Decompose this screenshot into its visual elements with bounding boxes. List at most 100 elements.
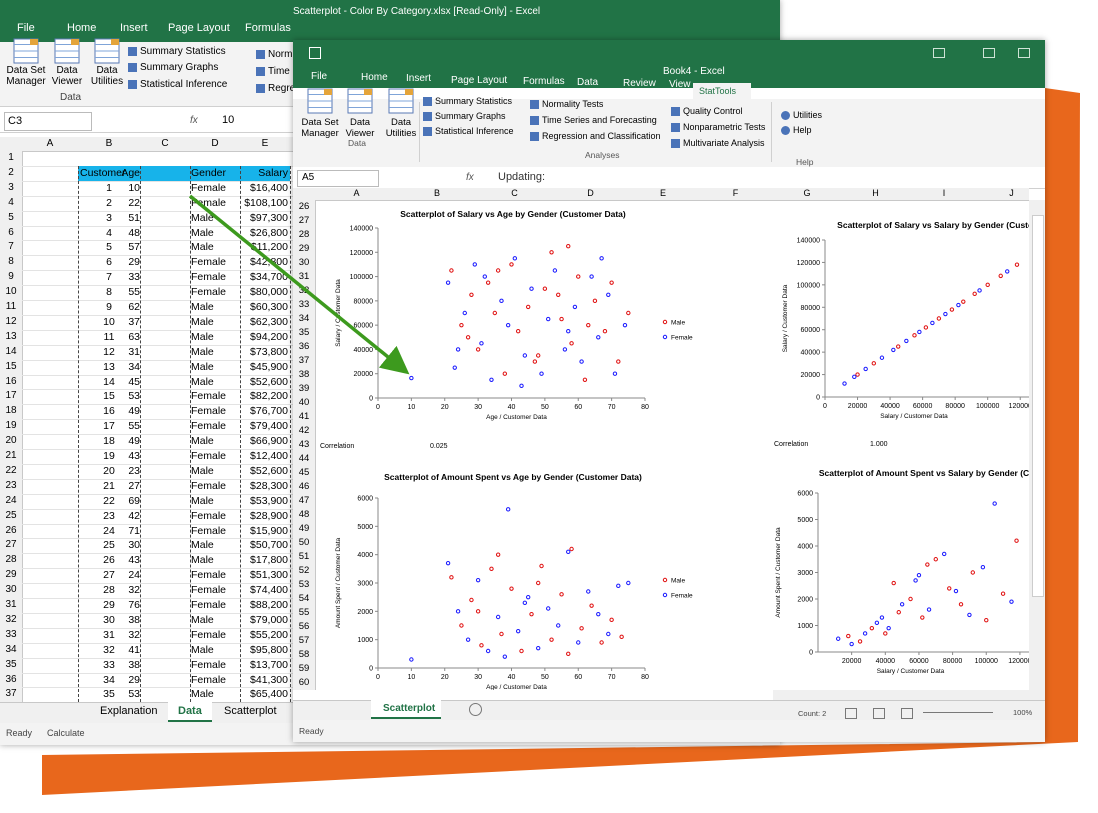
- table-cell: $79,000: [250, 613, 288, 626]
- x-tick-label: 120000: [1009, 403, 1029, 410]
- view-button[interactable]: [901, 708, 913, 719]
- table-cell: 48: [128, 226, 140, 239]
- command-icon: [423, 127, 432, 136]
- table-cell: $28,900: [250, 509, 288, 522]
- ribbon-tab[interactable]: Home: [361, 72, 388, 84]
- scroll-thumb[interactable]: [1032, 215, 1044, 597]
- table-cell: 12: [103, 345, 115, 358]
- y-tick-label: 60000: [354, 323, 374, 330]
- table-cell: 34: [128, 360, 140, 373]
- ribbon-tab[interactable]: Data: [577, 77, 599, 88]
- ribbon-tab[interactable]: Home: [67, 22, 97, 34]
- ribbon-button[interactable]: Data Utilities: [385, 117, 417, 139]
- data-point: [1005, 269, 1010, 274]
- data-point: [879, 615, 885, 620]
- ribbon-command[interactable]: Summary Statistics: [435, 96, 513, 106]
- zoom-slider[interactable]: [923, 712, 993, 713]
- ribbon-command[interactable]: Normality Tests: [542, 99, 604, 109]
- ribbon-command[interactable]: Help: [793, 125, 812, 135]
- x-tick-label: 80000: [943, 658, 963, 665]
- table-cell: Male: [191, 375, 214, 388]
- data-point: [606, 292, 611, 297]
- column-header: F: [732, 188, 739, 198]
- ribbon-command[interactable]: Summary Graphs: [435, 111, 506, 121]
- ribbon-tab[interactable]: StatTools: [699, 86, 737, 96]
- ribbon-command[interactable]: Nonparametric Tests: [683, 122, 766, 132]
- save-icon: [309, 47, 321, 59]
- x-tick-label: 40000: [880, 403, 900, 410]
- sheet-tab[interactable]: Data: [178, 705, 202, 717]
- ribbon-command[interactable]: Regre: [268, 83, 296, 94]
- view-button[interactable]: [873, 708, 885, 719]
- legend-marker: [662, 592, 668, 598]
- ribbon-command[interactable]: Time: [268, 66, 290, 77]
- data-point: [505, 322, 511, 328]
- ribbon-command[interactable]: Summary Statistics: [140, 46, 226, 57]
- table-cell: Male: [191, 613, 214, 626]
- active-sheet-tab: [168, 702, 212, 722]
- data-point: [883, 631, 888, 636]
- ribbon-tab[interactable]: Insert: [406, 73, 432, 85]
- row-header: 30: [5, 584, 17, 596]
- ribbon-tab[interactable]: Page Layout: [451, 74, 508, 86]
- ribbon-button[interactable]: Data Set Manager: [6, 65, 46, 87]
- data-point: [499, 631, 504, 637]
- ribbon-tab[interactable]: View: [669, 79, 691, 91]
- ribbon-command[interactable]: Time Series and Forecasting: [542, 115, 657, 125]
- ribbon-tab[interactable]: Page Layout: [168, 22, 230, 34]
- window-control[interactable]: [933, 48, 945, 58]
- title-bar: [0, 0, 780, 42]
- new-sheet-button[interactable]: [469, 703, 482, 716]
- table-cell: $51,300: [250, 569, 288, 582]
- table-cell: $34,700: [250, 271, 288, 284]
- ribbon-command[interactable]: Summary Graphs: [140, 62, 219, 73]
- sheet-tab[interactable]: Explanation: [100, 705, 158, 717]
- row-header: 56: [298, 621, 310, 632]
- icon-accent: [71, 39, 79, 45]
- ribbon-tab[interactable]: Formulas: [523, 75, 565, 87]
- table-cell: 37: [128, 315, 140, 328]
- ribbon-button[interactable]: Data Viewer: [51, 65, 83, 87]
- row-header: 21: [5, 450, 17, 461]
- ribbon-tab[interactable]: Insert: [120, 22, 148, 34]
- legend-label: Female: [671, 593, 693, 600]
- ribbon-tab[interactable]: File: [311, 71, 328, 82]
- tell-me[interactable]: Tell me what you want to do...: [771, 92, 890, 102]
- ribbon-command[interactable]: Statistical Inference: [435, 126, 514, 136]
- ribbon-button[interactable]: Data Set Manager: [301, 117, 339, 139]
- column-header-bar: [293, 188, 1029, 201]
- ribbon-command[interactable]: Utilities: [793, 110, 823, 120]
- y-tick-label: 0: [809, 650, 813, 657]
- table-cell: 10: [103, 315, 115, 328]
- data-point: [904, 338, 909, 344]
- ribbon-command[interactable]: Multivariate Analysis: [683, 138, 765, 148]
- sheet-tab[interactable]: Scatterplot: [224, 705, 277, 717]
- table-cell: 32: [128, 628, 140, 641]
- table-cell: 62: [128, 301, 140, 313]
- data-point: [579, 626, 584, 631]
- ribbon-command[interactable]: Regression and Classification: [542, 131, 661, 141]
- view-button[interactable]: [845, 708, 857, 719]
- ribbon-button[interactable]: Data Viewer: [345, 117, 375, 139]
- table-cell: $97,300: [250, 211, 288, 224]
- window-control[interactable]: [1018, 48, 1030, 58]
- table-cell: 23: [103, 509, 115, 522]
- row-header: 39: [298, 383, 310, 394]
- ribbon-tab[interactable]: Formulas: [245, 22, 291, 34]
- data-point: [970, 570, 975, 575]
- y-tick-label: 80000: [801, 305, 821, 312]
- ribbon-button[interactable]: Data Utilities: [90, 65, 124, 87]
- column-header: C: [161, 138, 169, 149]
- ribbon-command[interactable]: Quality Control: [683, 106, 743, 116]
- ribbon-command[interactable]: Statistical Inference: [140, 79, 228, 90]
- window-control[interactable]: [983, 48, 995, 58]
- ribbon-command[interactable]: Norm: [268, 49, 293, 60]
- data-point: [469, 292, 474, 297]
- charts-area: Scatterplot of Salary vs Age by Gender (…: [320, 209, 1029, 690]
- sheet-tab[interactable]: Scatterplot: [383, 703, 436, 714]
- ribbon-tab[interactable]: Review: [623, 78, 656, 90]
- data-point: [622, 322, 628, 328]
- name-box: C3: [8, 115, 23, 127]
- group-separator: [771, 102, 772, 162]
- ribbon-tab[interactable]: File: [17, 22, 35, 34]
